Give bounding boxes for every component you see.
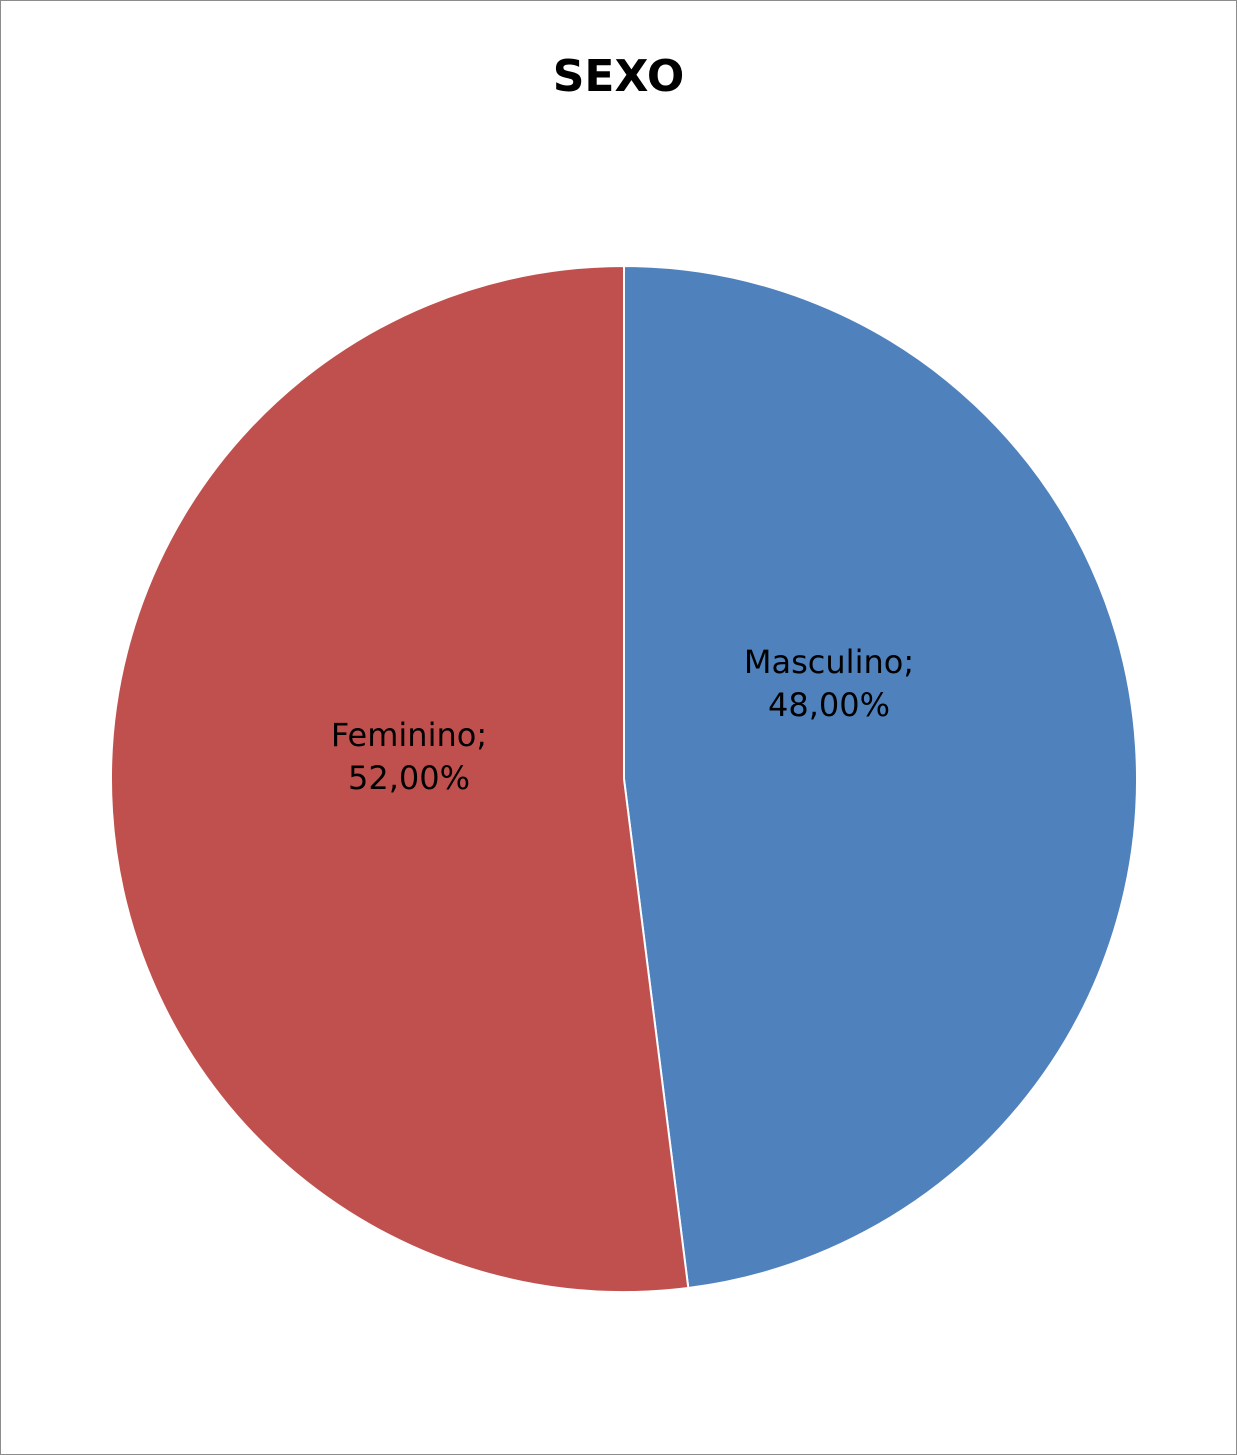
slice-label-value: 52,00%	[348, 759, 470, 797]
chart-title: SEXO	[552, 51, 685, 102]
slice-label-feminino: Feminino; 52,00%	[331, 716, 487, 797]
slice-label-masculino: Masculino; 48,00%	[744, 643, 914, 724]
slice-label-value: 48,00%	[768, 686, 890, 724]
slice-label-name: Masculino;	[744, 643, 914, 681]
slice-label-name: Feminino;	[331, 716, 487, 754]
pie-slice-masculino	[623, 264, 1138, 1290]
pie-slice-feminino	[109, 264, 690, 1293]
